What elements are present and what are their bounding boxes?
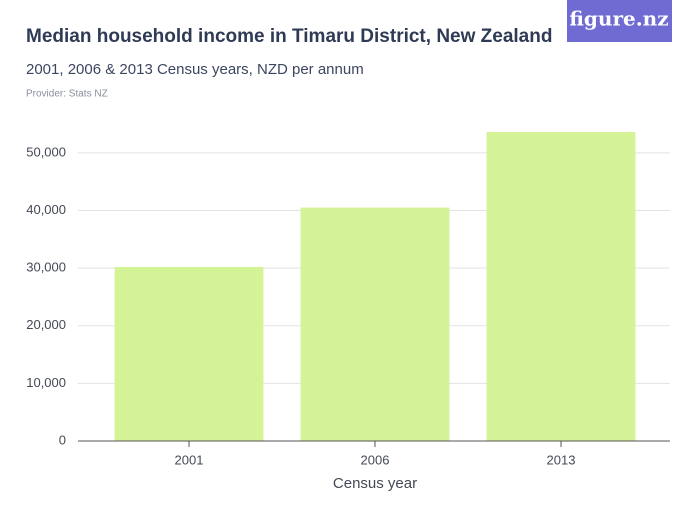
x-tick-label: 2013 xyxy=(547,452,576,467)
logo[interactable]: figure.nz xyxy=(569,7,668,31)
y-tick-label: 40,000 xyxy=(26,202,66,217)
y-tick-label: 20,000 xyxy=(26,317,66,332)
provider: Provider: Stats NZ xyxy=(26,89,108,100)
logo-box xyxy=(567,0,672,42)
x-axis-title: Census year xyxy=(333,475,417,492)
x-tick-label: 2001 xyxy=(175,452,204,467)
bar xyxy=(114,266,264,441)
x-tick-label: 2006 xyxy=(361,452,390,467)
y-tick-label: 30,000 xyxy=(26,260,66,275)
y-tick-label: 50,000 xyxy=(26,144,66,159)
chart-subtitle: 2001, 2006 & 2013 Census years, NZD per … xyxy=(26,61,364,78)
y-tick-label: 10,000 xyxy=(26,375,66,390)
y-tick-label: 0 xyxy=(59,432,66,447)
bar xyxy=(300,207,450,441)
bar xyxy=(486,132,636,441)
chart-title: Median household income in Timaru Distri… xyxy=(26,26,552,47)
